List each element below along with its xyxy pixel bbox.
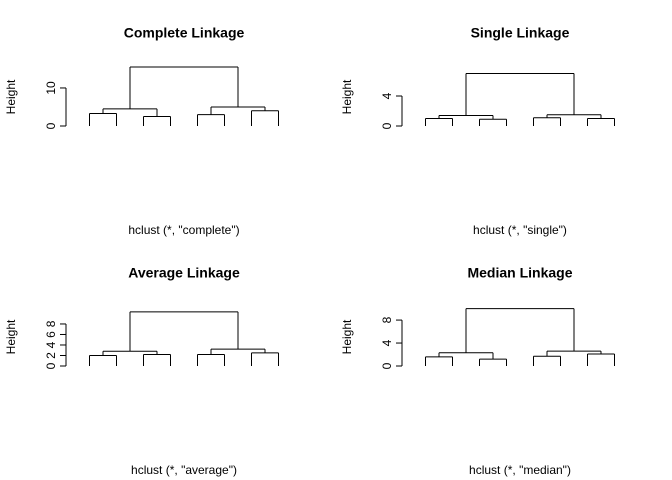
y-tick-label: 4 (380, 92, 394, 99)
y-tick-label: 6 (44, 331, 58, 338)
y-tick-label: 2 (44, 352, 58, 359)
y-tick-label: 0 (380, 362, 394, 369)
x-axis-label: hclust (*, "average") (131, 463, 237, 477)
x-axis-label: hclust (*, "median") (469, 463, 571, 477)
panel-title: Average Linkage (128, 265, 240, 281)
y-axis-label: Height (4, 79, 18, 114)
y-tick-label: 4 (380, 339, 394, 346)
y-tick-label: 4 (44, 341, 58, 348)
panel-title: Complete Linkage (124, 25, 245, 41)
y-tick-label: 10 (44, 81, 58, 95)
x-axis-label: hclust (*, "single") (473, 223, 567, 237)
panel-title: Median Linkage (467, 265, 572, 281)
y-tick-label: 8 (380, 316, 394, 323)
y-tick-label: 8 (44, 320, 58, 327)
y-axis-label: Height (340, 319, 354, 354)
y-tick-label: 0 (44, 362, 58, 369)
y-axis-label: Height (4, 319, 18, 354)
y-axis-label: Height (340, 79, 354, 114)
panel-title: Single Linkage (471, 25, 570, 41)
y-tick-label: 0 (44, 122, 58, 129)
y-tick-label: 0 (380, 122, 394, 129)
x-axis-label: hclust (*, "complete") (128, 223, 239, 237)
